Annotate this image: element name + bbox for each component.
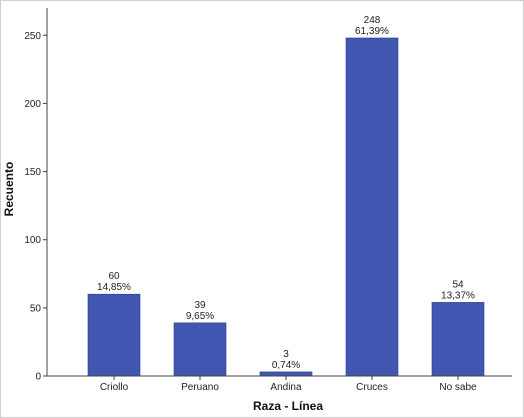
bar-percent-label: 0,74% bbox=[272, 360, 300, 371]
y-tick-label: 0 bbox=[35, 372, 41, 383]
y-tick-label: 200 bbox=[24, 99, 41, 110]
bar-count-label: 3 bbox=[283, 349, 289, 360]
x-tick-label: Criollo bbox=[100, 382, 129, 393]
y-axis-title: Recuento bbox=[2, 162, 16, 217]
x-tick-label: No sabe bbox=[439, 382, 477, 393]
axes-layer: Criollo Peruano Andina Cruces No sabe 0 50 100 1… bbox=[24, 8, 512, 393]
y-tick-label: 100 bbox=[24, 235, 41, 246]
x-tick-label: Peruano bbox=[181, 382, 219, 393]
bar-count-label: 39 bbox=[194, 300, 206, 311]
bar-percent-label: 14,85% bbox=[97, 282, 131, 293]
y-tick-label: 50 bbox=[30, 303, 42, 314]
bars-layer bbox=[87, 37, 485, 377]
bar-no-sabe bbox=[431, 302, 485, 377]
bar-percent-label: 13,37% bbox=[441, 290, 475, 301]
y-tick-label: 150 bbox=[24, 167, 41, 178]
bar-criollo bbox=[87, 293, 141, 377]
bar-percent-label: 9,65% bbox=[186, 311, 214, 322]
y-tick-label: 250 bbox=[24, 31, 41, 42]
bar-andina bbox=[259, 371, 313, 377]
bar-percent-label: 61,39% bbox=[355, 26, 389, 37]
bar-count-label: 54 bbox=[452, 279, 464, 290]
bar-peruano bbox=[173, 322, 227, 377]
bar-count-label: 60 bbox=[108, 271, 120, 282]
bar-cruces bbox=[345, 37, 399, 377]
x-tick-label: Cruces bbox=[356, 382, 388, 393]
x-axis-title: Raza - Línea bbox=[253, 399, 323, 413]
x-tick-label: Andina bbox=[270, 382, 302, 393]
bar-count-label: 248 bbox=[364, 15, 381, 26]
